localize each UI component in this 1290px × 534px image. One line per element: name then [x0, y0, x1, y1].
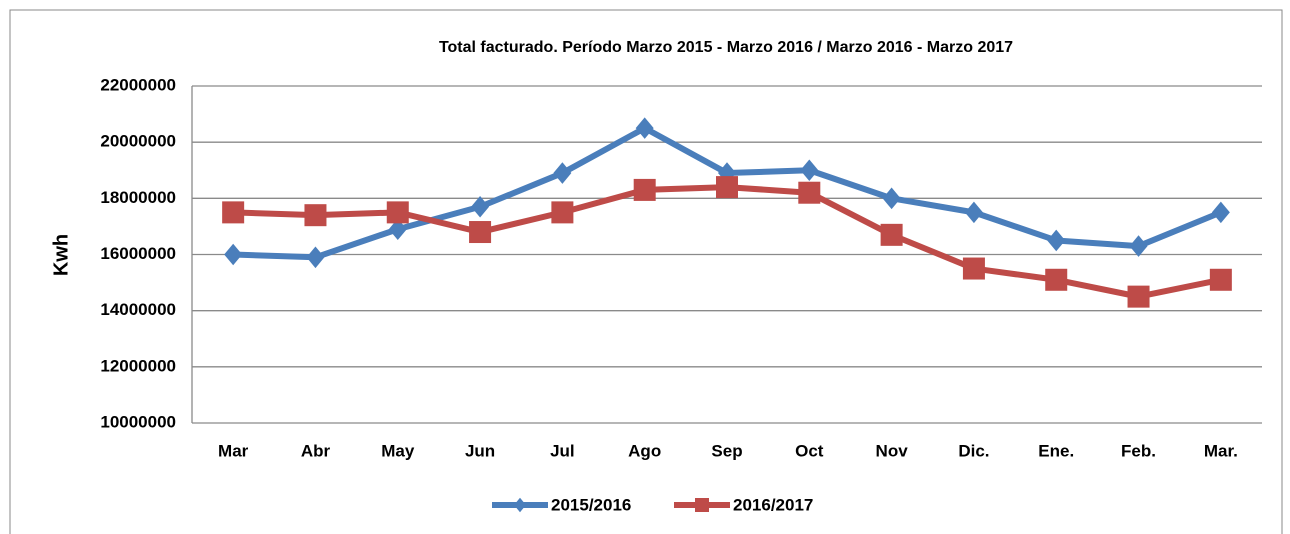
marker	[388, 218, 407, 241]
marker	[471, 195, 490, 218]
legend-marker	[514, 497, 526, 513]
x-tick-label: Feb.	[1121, 441, 1156, 460]
marker	[800, 159, 819, 182]
marker	[633, 178, 656, 201]
marker	[1211, 201, 1230, 224]
marker	[962, 257, 985, 280]
marker	[306, 246, 325, 269]
y-tick-label: 16000000	[100, 244, 176, 263]
y-tick-label: 12000000	[100, 356, 176, 375]
x-tick-label: Mar.	[1204, 441, 1238, 460]
marker	[386, 201, 409, 224]
marker	[882, 187, 901, 210]
marker	[553, 162, 572, 184]
x-tick-label: Jun	[465, 441, 495, 460]
chart-title: Total facturado. Período Marzo 2015 - Ma…	[439, 39, 1013, 56]
x-tick-label: Nov	[876, 441, 909, 460]
x-tick-label: Abr	[301, 441, 331, 460]
x-tick-label: Jul	[550, 441, 575, 460]
marker	[304, 204, 327, 227]
marker	[635, 117, 654, 139]
marker	[798, 181, 821, 204]
marker	[1129, 235, 1148, 257]
chart-frame	[9, 9, 1283, 534]
marker	[880, 223, 903, 246]
x-tick-label: Mar	[218, 441, 249, 460]
x-tick-label: Ene.	[1038, 441, 1074, 460]
marker	[1209, 268, 1232, 291]
marker	[1047, 229, 1066, 252]
marker	[1045, 268, 1068, 291]
x-tick-label: Ago	[628, 441, 661, 460]
marker	[964, 201, 983, 224]
marker	[222, 201, 245, 224]
x-tick-label: Dic.	[958, 441, 989, 460]
marker	[224, 243, 243, 266]
marker	[551, 201, 574, 224]
x-tick-label: May	[381, 441, 415, 460]
y-tick-label: 10000000	[100, 412, 176, 431]
x-tick-label: Oct	[795, 441, 824, 460]
marker	[1127, 285, 1150, 308]
legend-label: 2016/2017	[733, 495, 813, 514]
y-tick-label: 14000000	[100, 300, 176, 319]
y-axis-label: Kwh	[50, 234, 72, 276]
y-tick-label: 22000000	[100, 75, 176, 94]
marker	[469, 221, 492, 244]
marker	[716, 176, 738, 199]
y-tick-label: 20000000	[100, 132, 176, 151]
x-tick-label: Sep	[711, 441, 742, 460]
legend-marker	[695, 498, 709, 512]
y-tick-label: 18000000	[100, 188, 176, 207]
legend-label: 2015/2016	[551, 495, 631, 514]
marker	[718, 162, 736, 184]
